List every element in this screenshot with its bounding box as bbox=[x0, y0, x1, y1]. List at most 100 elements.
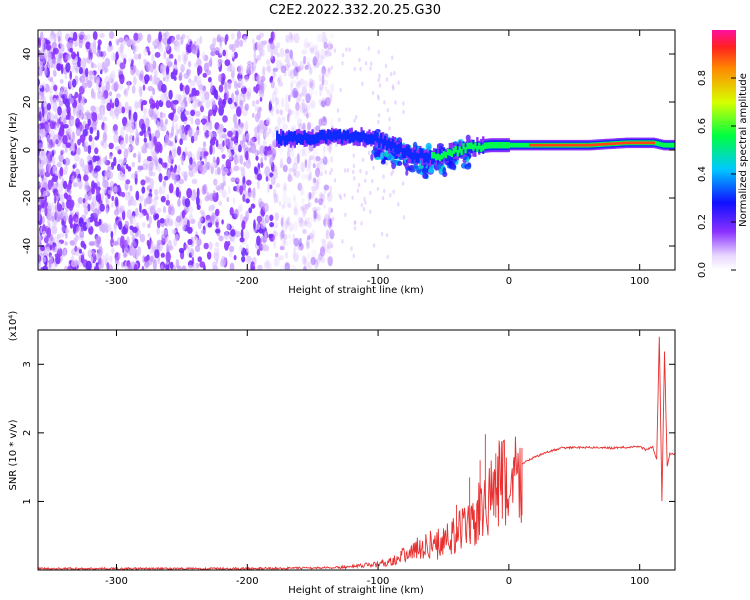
noise-blob bbox=[196, 58, 202, 66]
noise-blob bbox=[311, 249, 318, 257]
noise-blob bbox=[304, 203, 310, 210]
noise-blob bbox=[280, 108, 283, 116]
noise-blob bbox=[101, 179, 106, 188]
noise-blob bbox=[323, 217, 328, 228]
noise-blob bbox=[233, 51, 238, 59]
noise-blob bbox=[91, 88, 95, 99]
noise-blob bbox=[159, 119, 164, 128]
noise-blob bbox=[311, 79, 314, 87]
ridge-cell bbox=[285, 134, 289, 145]
noise-blob bbox=[309, 67, 313, 75]
noise-blob bbox=[115, 110, 119, 120]
noise-blob bbox=[85, 75, 89, 84]
noise-blob bbox=[117, 159, 123, 164]
noise-blob bbox=[80, 58, 86, 69]
noise-blob bbox=[223, 231, 229, 240]
noise-blob bbox=[210, 164, 214, 175]
noise-blob bbox=[266, 117, 271, 126]
noise-blob bbox=[44, 201, 49, 207]
noise-blob bbox=[151, 249, 155, 255]
noise-blob bbox=[160, 112, 166, 119]
ridge-cell bbox=[476, 145, 479, 153]
noise-blob bbox=[226, 196, 230, 203]
noise-blob bbox=[51, 225, 58, 235]
ridge-cell bbox=[495, 142, 499, 149]
noise-blob bbox=[69, 78, 73, 88]
noise-blob bbox=[227, 185, 231, 195]
noise-blob bbox=[94, 147, 99, 155]
noise-blob bbox=[119, 62, 126, 70]
noise-blob bbox=[292, 61, 298, 68]
noise-blob bbox=[315, 167, 320, 178]
noise-blob bbox=[393, 70, 396, 76]
noise-blob bbox=[124, 242, 129, 248]
noise-blob bbox=[299, 216, 304, 225]
noise-blob bbox=[91, 186, 95, 195]
noise-blob bbox=[304, 158, 307, 165]
noise-blob bbox=[270, 80, 275, 89]
noise-blob bbox=[132, 200, 138, 207]
noise-blob bbox=[141, 222, 146, 228]
noise-blob bbox=[297, 216, 304, 223]
noise-blob bbox=[93, 208, 100, 218]
noise-blob bbox=[201, 185, 206, 195]
noise-blob bbox=[324, 170, 327, 175]
noise-blob bbox=[177, 198, 181, 207]
noise-blob bbox=[100, 140, 105, 147]
colorbar-tick-label: 0.6 bbox=[697, 118, 708, 134]
noise-blob bbox=[284, 51, 291, 59]
noise-blob bbox=[102, 186, 107, 195]
noise-blob bbox=[325, 233, 329, 240]
noise-blob bbox=[273, 241, 276, 249]
noise-blob bbox=[247, 64, 252, 70]
ridge-cell bbox=[438, 154, 442, 161]
noise-blob bbox=[63, 180, 68, 190]
ridge-cell bbox=[488, 142, 491, 149]
noise-blob bbox=[268, 128, 272, 135]
noise-blob bbox=[118, 220, 123, 230]
noise-blob bbox=[286, 62, 292, 68]
noise-blob bbox=[307, 261, 313, 269]
noise-blob bbox=[292, 194, 296, 202]
noise-blob bbox=[279, 231, 282, 241]
noise-blob bbox=[132, 152, 137, 158]
noise-blob bbox=[288, 222, 294, 232]
noise-blob bbox=[192, 189, 196, 195]
noise-blob bbox=[397, 202, 400, 207]
noise-blob bbox=[270, 148, 277, 157]
ridge-cell bbox=[452, 147, 455, 154]
ridge-cell bbox=[489, 142, 493, 149]
noise-blob bbox=[94, 136, 99, 141]
noise-blob bbox=[352, 153, 355, 158]
noise-blob bbox=[117, 103, 123, 114]
noise-blob bbox=[86, 33, 91, 42]
noise-blob bbox=[44, 66, 48, 76]
noise-blob bbox=[355, 115, 358, 120]
noise-blob bbox=[265, 59, 271, 66]
ridge-cell bbox=[590, 143, 593, 147]
noise-blob bbox=[173, 238, 178, 247]
ridge-cell bbox=[433, 152, 436, 159]
noise-blob bbox=[308, 191, 312, 200]
ridge-cell bbox=[482, 136, 485, 151]
noise-blob bbox=[107, 45, 113, 53]
ridge-cell bbox=[384, 135, 387, 146]
noise-blob bbox=[231, 77, 235, 83]
noise-blob bbox=[312, 56, 318, 67]
noise-blob bbox=[298, 123, 303, 131]
noise-blob bbox=[184, 198, 191, 208]
noise-blob bbox=[306, 104, 310, 111]
noise-blob bbox=[292, 253, 298, 262]
noise-blob bbox=[317, 49, 321, 59]
noise-blob bbox=[257, 264, 263, 270]
noise-blob bbox=[63, 170, 67, 176]
snr-line bbox=[38, 336, 675, 570]
noise-blob bbox=[58, 100, 64, 107]
noise-blob bbox=[124, 191, 131, 201]
noise-blob bbox=[179, 82, 183, 92]
ridge-cell bbox=[407, 147, 410, 158]
noise-blob bbox=[99, 161, 103, 167]
noise-blob bbox=[316, 214, 322, 222]
noise-blob bbox=[165, 251, 171, 263]
noise-blob bbox=[273, 70, 277, 81]
